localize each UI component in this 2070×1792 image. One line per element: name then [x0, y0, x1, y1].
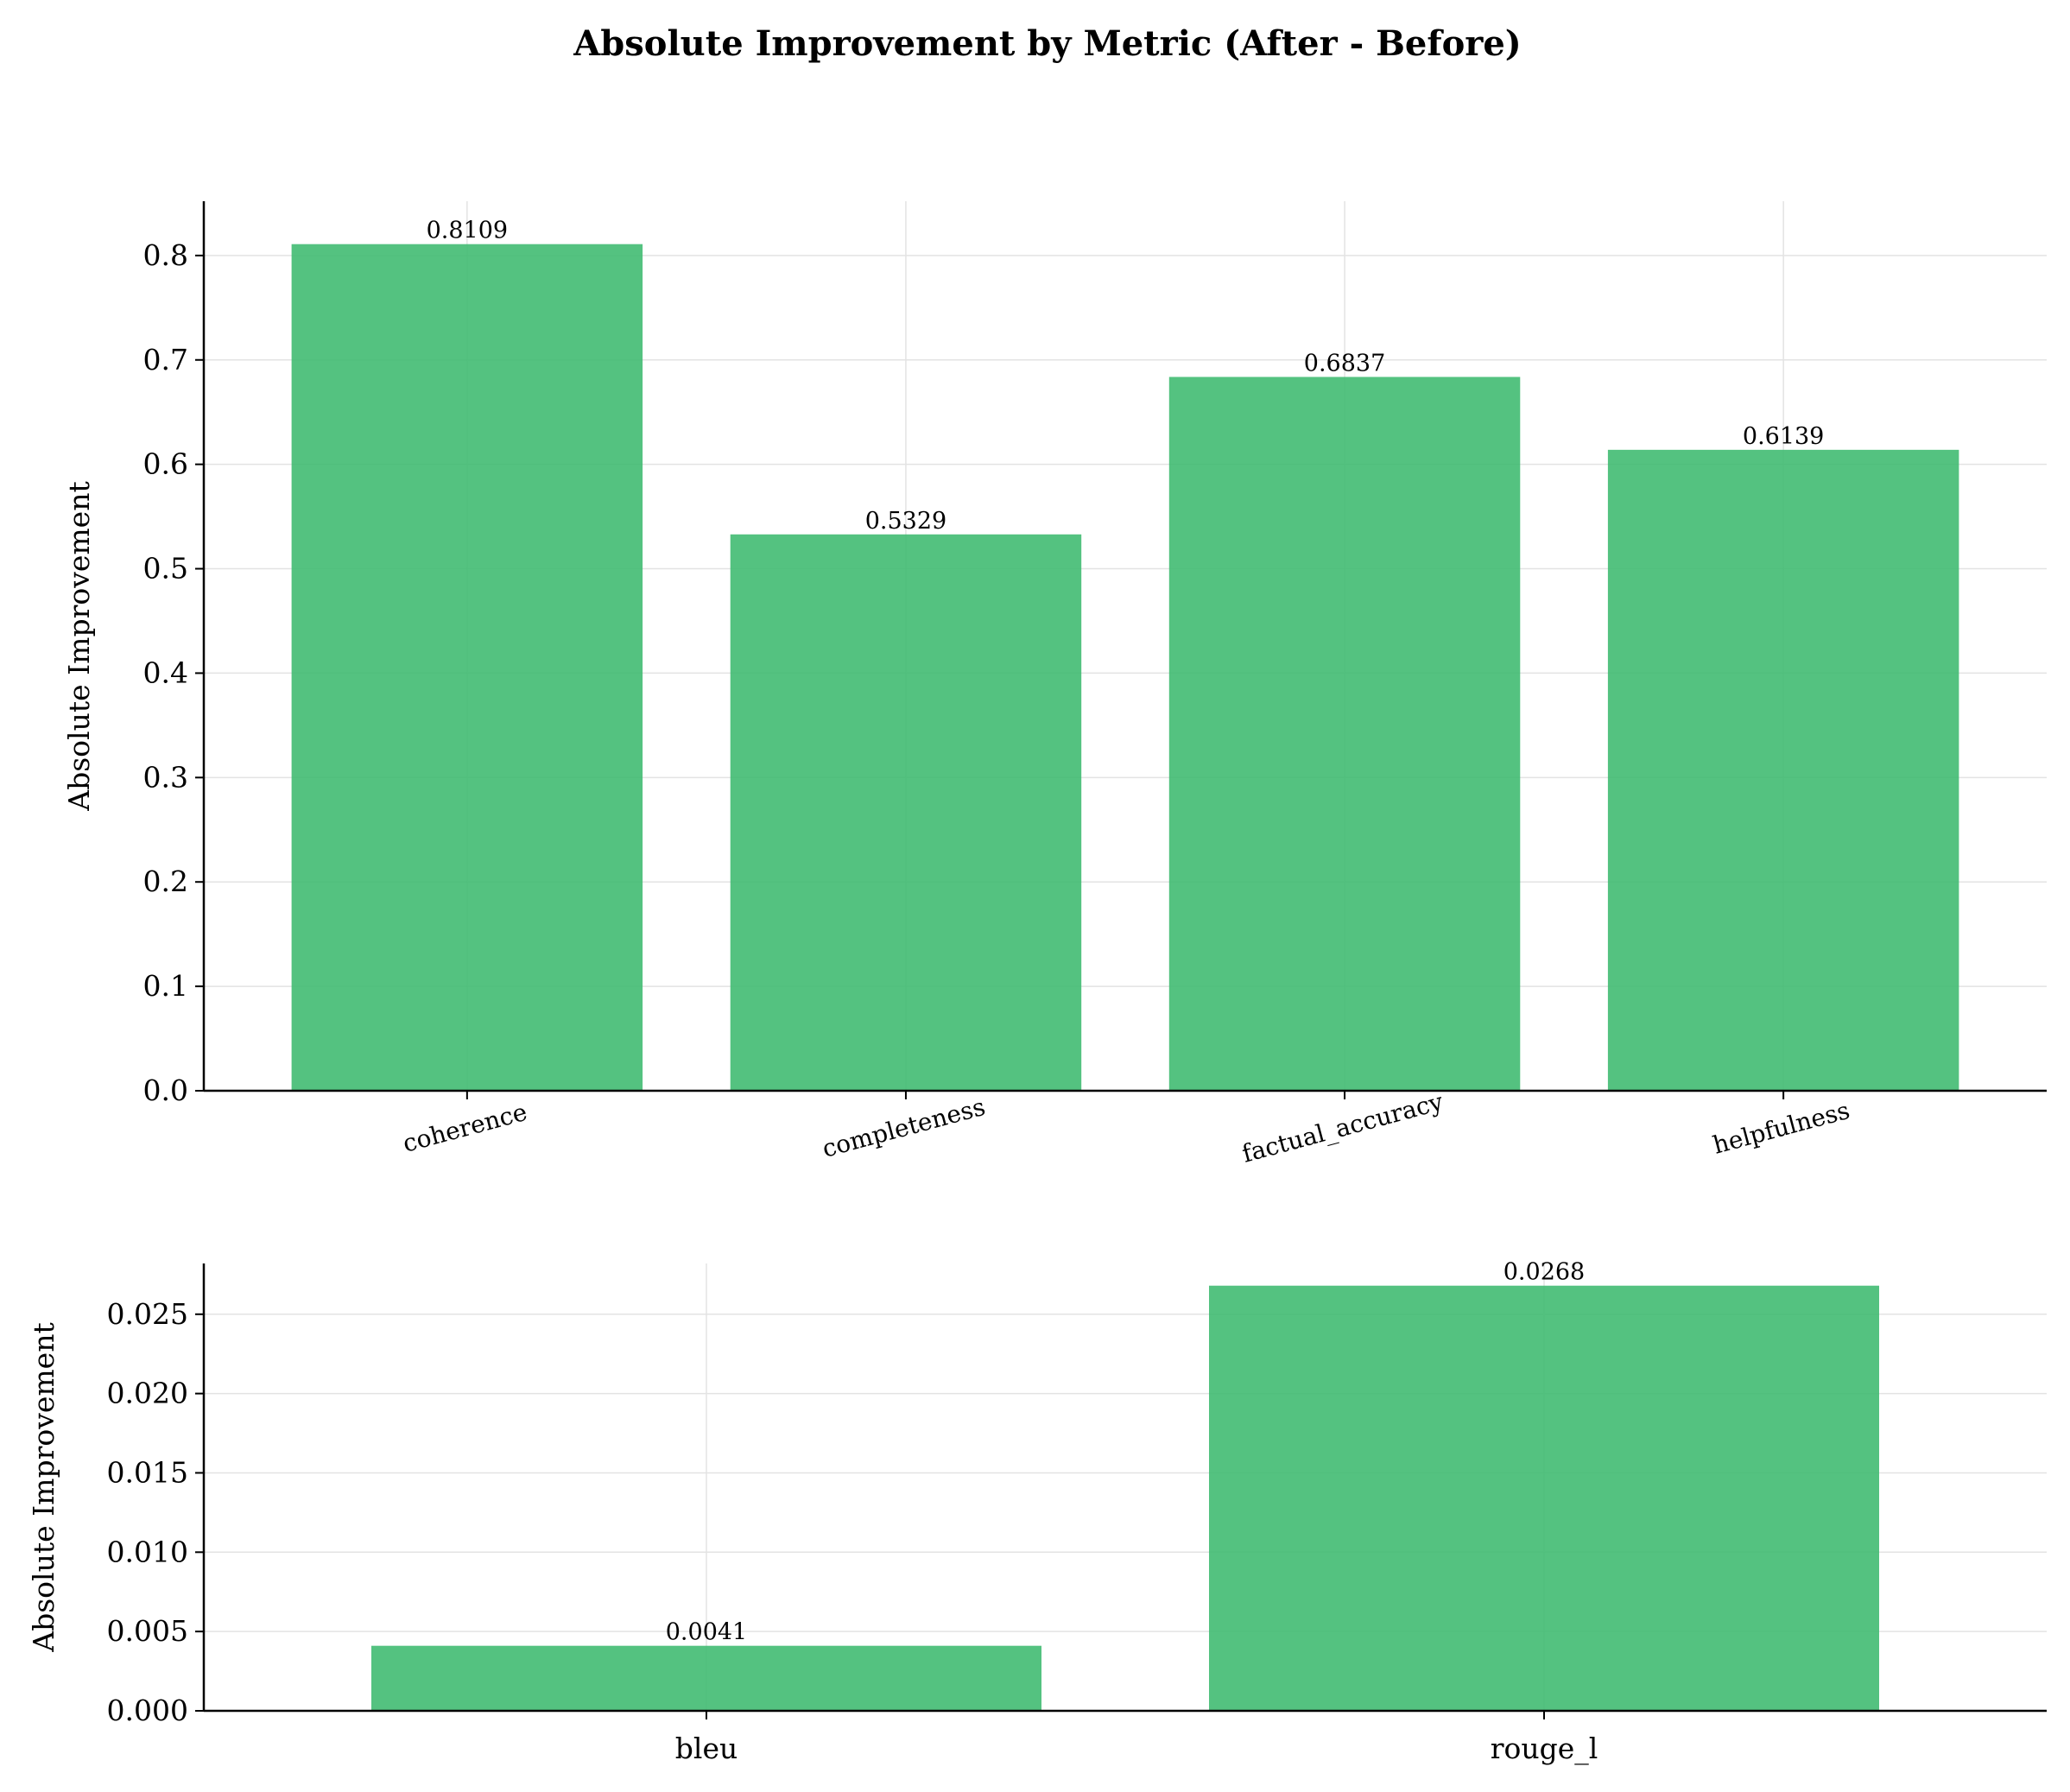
y-axis-label: Absolute Improvement [27, 1322, 60, 1652]
x-tick-label-coherence: coherence [400, 1098, 530, 1158]
y-tick-label: 0.020 [107, 1377, 188, 1410]
bar-factual_accuracy [1168, 377, 1521, 1091]
y-tick-label: 0.005 [107, 1614, 188, 1648]
bar-coherence [291, 244, 643, 1091]
y-tick-label: 0.0 [143, 1073, 188, 1107]
y-tick-label: 0.7 [143, 343, 188, 377]
bar-value-label: 0.0268 [1503, 1259, 1585, 1286]
bar-value-label: 0.8109 [427, 218, 508, 244]
bar-helpfulness [1607, 449, 1959, 1091]
y-tick-label: 0.015 [107, 1455, 188, 1489]
x-tick-label-helpfulness: helpfulness [1710, 1096, 1852, 1160]
y-tick-label: 0.5 [143, 552, 188, 586]
y-tick-label: 0.025 [107, 1297, 188, 1331]
y-tick-label: 0.6 [143, 447, 188, 481]
y-tick-label: 0.4 [143, 655, 188, 689]
x-tick-label-bleu: bleu [675, 1732, 737, 1765]
x-tick-label-rouge_l: rouge_l [1491, 1732, 1598, 1766]
y-tick-label: 0.3 [143, 760, 188, 794]
bottom-panel: 0.0041 0.0268 0.000 0.005 0.010 0.015 0.020 0.0… [27, 1259, 2047, 1766]
y-tick-label: 0.000 [107, 1694, 188, 1727]
y-tick-label: 0.2 [143, 864, 188, 898]
y-tick-label: 0.010 [107, 1535, 188, 1568]
bar-value-label: 0.6139 [1743, 423, 1824, 450]
y-tick-label: 0.8 [143, 238, 188, 272]
x-tick-label-completeness: completeness [820, 1092, 989, 1163]
x-tick-label-factual_accuracy: factual_accuracy [1239, 1087, 1446, 1168]
bar-value-label: 0.5329 [865, 508, 946, 535]
top-panel: 0.8109 0.5329 0.6837 0.6139 0.0 0.1 0.2 0.3 0.4 0… [62, 201, 2047, 1168]
bar-bleu [371, 1645, 1041, 1711]
bar-value-label: 0.0041 [666, 1619, 747, 1646]
chart-title: Absolute Improvement by Metric (After - … [573, 23, 1521, 64]
bar-completeness [730, 534, 1082, 1091]
bar-rouge_l [1209, 1285, 1879, 1711]
y-tick-label: 0.1 [143, 969, 188, 1003]
y-axis-label: Absolute Improvement [62, 481, 96, 811]
bar-value-label: 0.6837 [1304, 350, 1385, 377]
